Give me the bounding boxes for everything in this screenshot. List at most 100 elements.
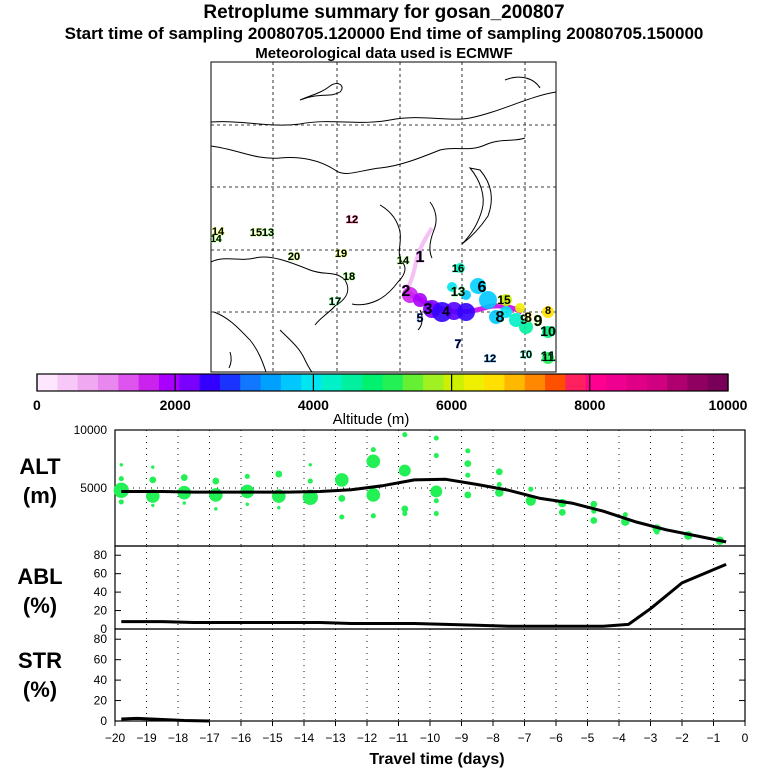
- altitude-point: [366, 454, 381, 469]
- map-day-label: 12: [484, 353, 496, 365]
- x-tick-label: 0: [742, 731, 749, 745]
- lake-baikal: [299, 83, 343, 101]
- altitude-point: [119, 463, 124, 467]
- colorbar-tick-label: 10000: [709, 397, 748, 413]
- map-day-label: 1: [416, 249, 425, 266]
- altitude-point: [149, 476, 157, 484]
- colorbar-swatch: [158, 374, 180, 391]
- panel-label: ALT: [19, 454, 61, 479]
- y-tick-label: 5000: [80, 481, 107, 495]
- panel-unit: (%): [23, 677, 57, 702]
- altitude-point: [465, 472, 471, 478]
- map-day-label: 7: [455, 337, 462, 351]
- colorbar-swatch: [321, 374, 343, 391]
- map-day-label: 4: [442, 303, 450, 319]
- altitude-point: [465, 448, 471, 454]
- korea-coast: [429, 201, 437, 259]
- y-tick-label: 0: [100, 714, 107, 728]
- map-day-label: 10: [520, 349, 532, 361]
- colorbar-swatch: [707, 374, 729, 391]
- x-tick-label: −19: [136, 731, 157, 745]
- colorbar-swatch: [585, 374, 607, 391]
- panel-str: 80 60 40 20 0 STR (%): [18, 628, 746, 728]
- plume-blob: [461, 290, 471, 300]
- x-tick-label: −8: [486, 731, 500, 745]
- map-day-label: 8: [545, 305, 551, 317]
- y-tick-label: 20: [94, 694, 108, 708]
- map-day-label: 11: [541, 348, 556, 364]
- colorbar-ticks: 0 2000 4000 6000 8000 10000: [33, 374, 748, 413]
- altitude-point: [366, 488, 381, 502]
- altitude-point: [339, 514, 345, 520]
- colorbar-swatch: [240, 374, 262, 391]
- altitude-point: [180, 474, 188, 481]
- island-coast: [228, 351, 232, 369]
- map-day-label: 12: [346, 214, 358, 226]
- map-day-label: 13: [262, 227, 274, 239]
- altitude-point: [402, 510, 408, 517]
- colorbar-swatch: [37, 374, 58, 391]
- japan-coast: [461, 167, 492, 245]
- x-tick-label: −14: [294, 731, 315, 745]
- time-series-panels: 10000 5000 ALT (m) 80 60 40 20 0 ABL (%) 80 60 40 20 0 S…: [17, 423, 748, 768]
- colorbar-swatch: [57, 374, 79, 391]
- altitude-point: [654, 529, 660, 535]
- colorbar-swatch: [402, 374, 424, 391]
- x-axis: −20 −19 −18 −17 −16 −15 −14 −13 −12 −11 −10 −9 −8 −7−…: [105, 721, 749, 768]
- x-tick-label: −17: [199, 731, 220, 745]
- chart-title: Retroplume summary for gosan_200807: [203, 2, 565, 23]
- plume-blob: [500, 306, 512, 318]
- colorbar-swatch: [77, 374, 99, 391]
- map-day-label: 13: [451, 284, 465, 299]
- map-day-label: 19: [335, 248, 347, 260]
- map-day-label: 16: [452, 263, 464, 275]
- y-tick-label: 40: [94, 673, 108, 687]
- altitude-point: [622, 512, 628, 518]
- x-tick-label: −1: [707, 731, 721, 745]
- colorbar-tick-label: 8000: [574, 397, 605, 413]
- map-day-label: 2: [402, 283, 411, 300]
- altitude-point: [245, 502, 249, 506]
- plume-blob: [470, 278, 486, 294]
- altitude-point: [335, 473, 349, 487]
- map-day-label: 9: [520, 311, 528, 327]
- colorbar-swatch: [626, 374, 648, 391]
- panel-unit: (%): [23, 593, 57, 618]
- colorbar-swatch: [565, 374, 587, 391]
- altitude-point: [370, 447, 376, 453]
- panel-label: ABL: [17, 564, 62, 589]
- map-day-label: 8: [524, 309, 532, 325]
- altitude-point: [182, 501, 186, 505]
- mongolia-border: [210, 137, 526, 174]
- altitude-point: [433, 510, 439, 517]
- plume-trail: [404, 226, 434, 293]
- map-day-label: 15: [250, 227, 262, 239]
- taiwan-coast: [417, 309, 423, 331]
- altitude-point: [244, 473, 250, 479]
- plume-blob: [515, 303, 525, 313]
- colorbar-swatch: [362, 374, 384, 391]
- altitude-point: [558, 508, 566, 516]
- x-axis-label: Travel time (days): [369, 751, 504, 768]
- y-tick-label: 20: [94, 604, 108, 618]
- altitude-point: [402, 432, 408, 438]
- panel-alt: 10000 5000 ALT (m): [19, 423, 746, 547]
- plume-blob: [489, 310, 503, 324]
- altitude-point: [302, 489, 318, 505]
- colorbar-swatch: [443, 374, 465, 391]
- x-tick-label: −5: [581, 731, 595, 745]
- x-tick-label: −10: [420, 731, 441, 745]
- colorbar-swatch: [219, 374, 241, 391]
- trajectory-plume: [402, 226, 554, 364]
- map-day-label: 9: [534, 313, 543, 330]
- plume-blob: [500, 294, 512, 306]
- abl-series-line: [121, 563, 727, 628]
- map-day-label: 14: [210, 234, 222, 245]
- altitude-point: [433, 452, 439, 459]
- colorbar-swatch: [484, 374, 506, 391]
- altitude-point: [118, 499, 124, 505]
- x-tick-label: −7: [518, 731, 532, 745]
- altitude-point: [433, 435, 439, 441]
